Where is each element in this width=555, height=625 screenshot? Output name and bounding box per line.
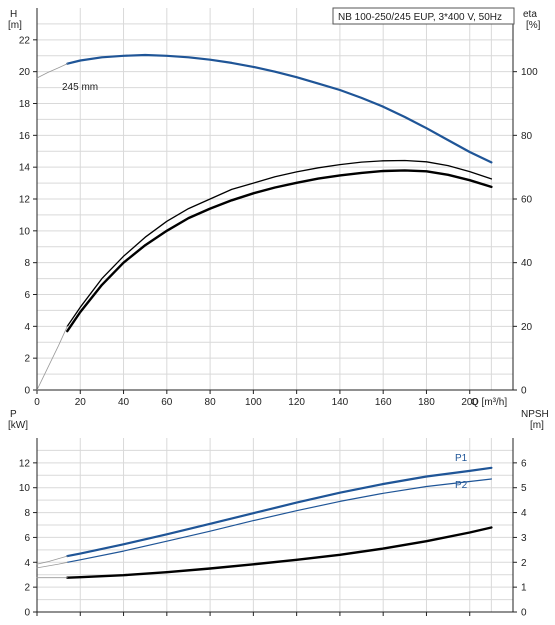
left-tick-label: 14 <box>19 163 31 174</box>
right-axis-label: NPSH <box>521 409 549 420</box>
left-tick-label: 0 <box>24 608 30 619</box>
right-tick-label: 1 <box>521 583 527 594</box>
left-tick-label: 4 <box>24 558 30 569</box>
left-axis-label: H <box>10 9 17 20</box>
curve-4 <box>36 325 68 391</box>
left-tick-label: 18 <box>19 99 31 110</box>
left-tick-label: 10 <box>19 226 31 237</box>
x-tick-label: 40 <box>118 397 130 408</box>
series-label-245-mm: 245 mm <box>62 82 98 93</box>
series-245-mm <box>66 53 493 164</box>
x-tick-label: 0 <box>34 397 40 408</box>
left-tick-label: 16 <box>19 131 31 142</box>
right-tick-label: 0 <box>521 386 527 397</box>
left-tick-label: 22 <box>19 35 31 46</box>
right-tick-label: 20 <box>521 322 533 333</box>
right-tick-label: 6 <box>521 458 527 469</box>
left-tick-label: 0 <box>24 386 30 397</box>
x-axis-label: Q [m³/h] <box>471 397 507 408</box>
right-tick-label: 3 <box>521 533 527 544</box>
left-tick-label: 12 <box>19 458 31 469</box>
left-tick-label: 2 <box>24 583 30 594</box>
chart-title-box: NB 100-250/245 EUP, 3*400 V, 50Hz <box>332 7 515 25</box>
left-tick-label: 6 <box>24 533 30 544</box>
x-tick-label: 120 <box>288 397 305 408</box>
right-tick-label: 80 <box>521 131 533 142</box>
x-tick-label: 80 <box>205 397 217 408</box>
x-tick-label: 200 <box>461 397 478 408</box>
right-axis-label: eta <box>523 9 537 20</box>
right-tick-label: 100 <box>521 67 538 78</box>
x-tick-label: 20 <box>75 397 87 408</box>
left-tick-label: 2 <box>24 354 30 365</box>
x-tick-label: 180 <box>418 397 435 408</box>
series-p1 <box>66 466 493 558</box>
right-axis-unit: [m] <box>530 420 544 431</box>
x-tick-label: 140 <box>332 397 349 408</box>
x-tick-label: 60 <box>161 397 173 408</box>
left-axis-unit: [m] <box>8 20 22 31</box>
left-tick-label: 20 <box>19 67 31 78</box>
right-tick-label: 5 <box>521 483 527 494</box>
curve-3 <box>66 169 493 333</box>
right-tick-label: 4 <box>521 508 527 519</box>
right-tick-label: 2 <box>521 558 527 569</box>
right-tick-label: 60 <box>521 195 533 206</box>
curve-3 <box>36 561 68 569</box>
right-axis-unit: [%] <box>526 20 541 31</box>
chart-title: NB 100-250/245 EUP, 3*400 V, 50Hz <box>338 12 502 23</box>
curve-2 <box>66 159 493 327</box>
series-label-p2: P2 <box>455 480 468 491</box>
right-tick-label: 40 <box>521 258 533 269</box>
left-tick-label: 8 <box>24 258 30 269</box>
series-label-p1: P1 <box>455 453 468 464</box>
series-p2 <box>66 478 492 563</box>
curve-4 <box>66 526 493 579</box>
left-tick-label: 10 <box>19 483 31 494</box>
x-tick-label: 100 <box>245 397 262 408</box>
left-axis-label: P <box>10 409 17 420</box>
left-tick-label: 8 <box>24 508 30 519</box>
left-tick-label: 4 <box>24 322 30 333</box>
curve-1 <box>36 63 68 79</box>
left-axis-unit: [kW] <box>8 420 28 431</box>
left-tick-label: 6 <box>24 290 30 301</box>
x-tick-label: 160 <box>375 397 392 408</box>
right-tick-label: 0 <box>521 608 527 619</box>
left-tick-label: 12 <box>19 195 31 206</box>
curve-2 <box>36 555 68 565</box>
head-efficiency-plot: 0 2 4 6 8 10 12 14 16 18 20 22 0 20 40 60 80 100 0 20 40 60 80… <box>8 8 541 408</box>
